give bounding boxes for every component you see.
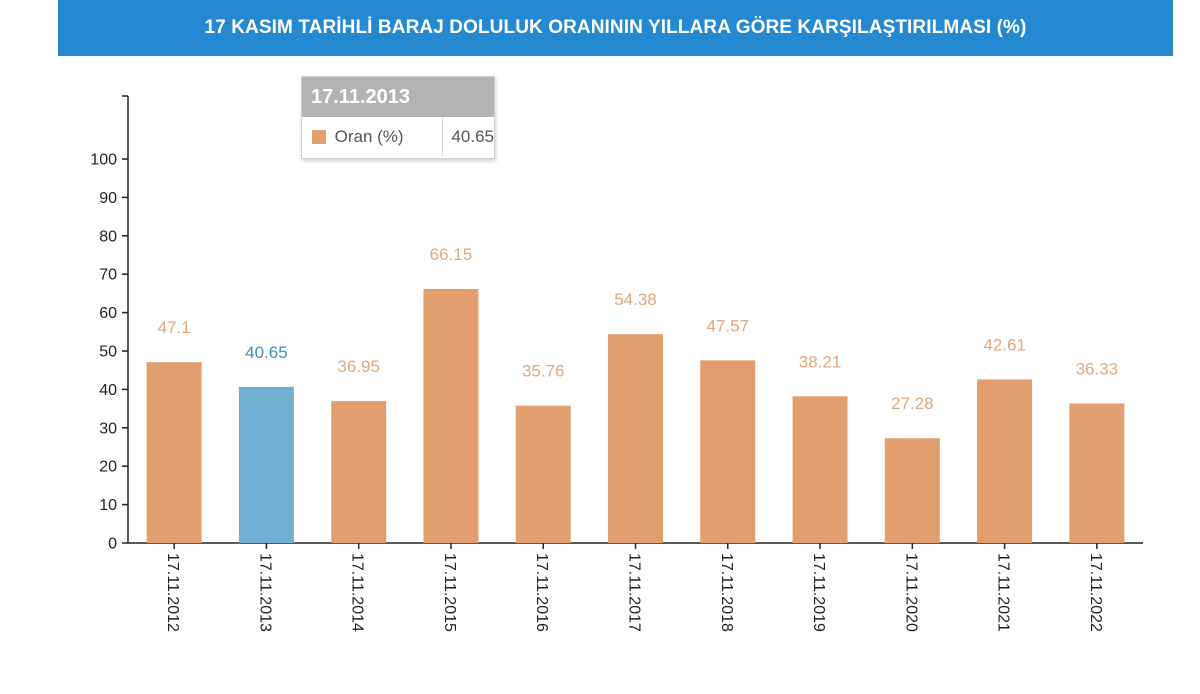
data-label: 40.65 (245, 343, 288, 362)
bar (1069, 403, 1125, 543)
y-tick-label: 0 (108, 536, 117, 553)
x-tick-label: 17.11.2020 (902, 553, 919, 632)
y-tick-label: 30 (99, 420, 117, 437)
x-tick-label: 17.11.2019 (810, 553, 827, 632)
data-label: 47.57 (706, 316, 749, 335)
data-label: 36.95 (337, 357, 380, 376)
bar (608, 334, 663, 543)
bar (792, 396, 848, 543)
x-tick-label: 17.11.2022 (1087, 553, 1104, 632)
chart-tooltip: 17.11.2013 Oran (%) 40.65 (301, 76, 495, 159)
x-tick-label: 17.11.2021 (995, 553, 1012, 632)
tooltip-separator (442, 117, 444, 157)
y-tick-label: 60 (99, 305, 117, 322)
bar (423, 288, 479, 543)
data-label: 47.1 (158, 318, 191, 337)
y-tick-label: 90 (99, 190, 117, 207)
x-tick-label: 17.11.2012 (164, 553, 181, 632)
data-label: 38.21 (799, 352, 842, 371)
x-tick-label: 17.11.2018 (718, 553, 735, 632)
tooltip-value: 40.65 (451, 127, 494, 146)
bar (331, 401, 387, 543)
y-tick-label: 50 (99, 344, 117, 361)
x-tick-label: 17.11.2013 (256, 553, 273, 632)
data-label: 27.28 (891, 394, 934, 413)
data-label: 36.33 (1076, 359, 1119, 378)
y-tick-label: 20 (99, 459, 117, 476)
tooltip-series-name: Oran (%) (334, 127, 404, 146)
tooltip-header: 17.11.2013 (302, 77, 494, 117)
y-tick-label: 80 (99, 228, 117, 245)
tooltip-series-swatch (312, 130, 326, 144)
x-tick-label: 17.11.2015 (441, 553, 458, 632)
y-tick-label: 10 (99, 497, 117, 514)
data-label: 35.76 (522, 362, 565, 381)
bar (700, 360, 756, 543)
x-tick-label: 17.11.2017 (626, 553, 643, 632)
data-label: 42.61 (983, 335, 1026, 354)
y-tick-label: 70 (99, 267, 117, 284)
chart-title: 17 KASIM TARİHLİ BARAJ DOLULUK ORANININ … (204, 17, 1027, 38)
bar (515, 405, 571, 543)
x-tick-label: 17.11.2014 (349, 553, 366, 632)
x-tick-label: 17.11.2016 (533, 553, 550, 632)
y-tick-label: 40 (99, 382, 117, 399)
data-label: 54.38 (614, 290, 657, 309)
tooltip-row: Oran (%) 40.65 (302, 117, 494, 157)
chart-title-bar: 17 KASIM TARİHLİ BARAJ DOLULUK ORANININ … (58, 0, 1173, 56)
y-tick-label: 100 (90, 152, 117, 169)
bar (884, 438, 940, 543)
bar (146, 362, 202, 543)
bar (977, 379, 1033, 543)
bar (238, 386, 294, 543)
data-label: 66.15 (430, 245, 473, 264)
